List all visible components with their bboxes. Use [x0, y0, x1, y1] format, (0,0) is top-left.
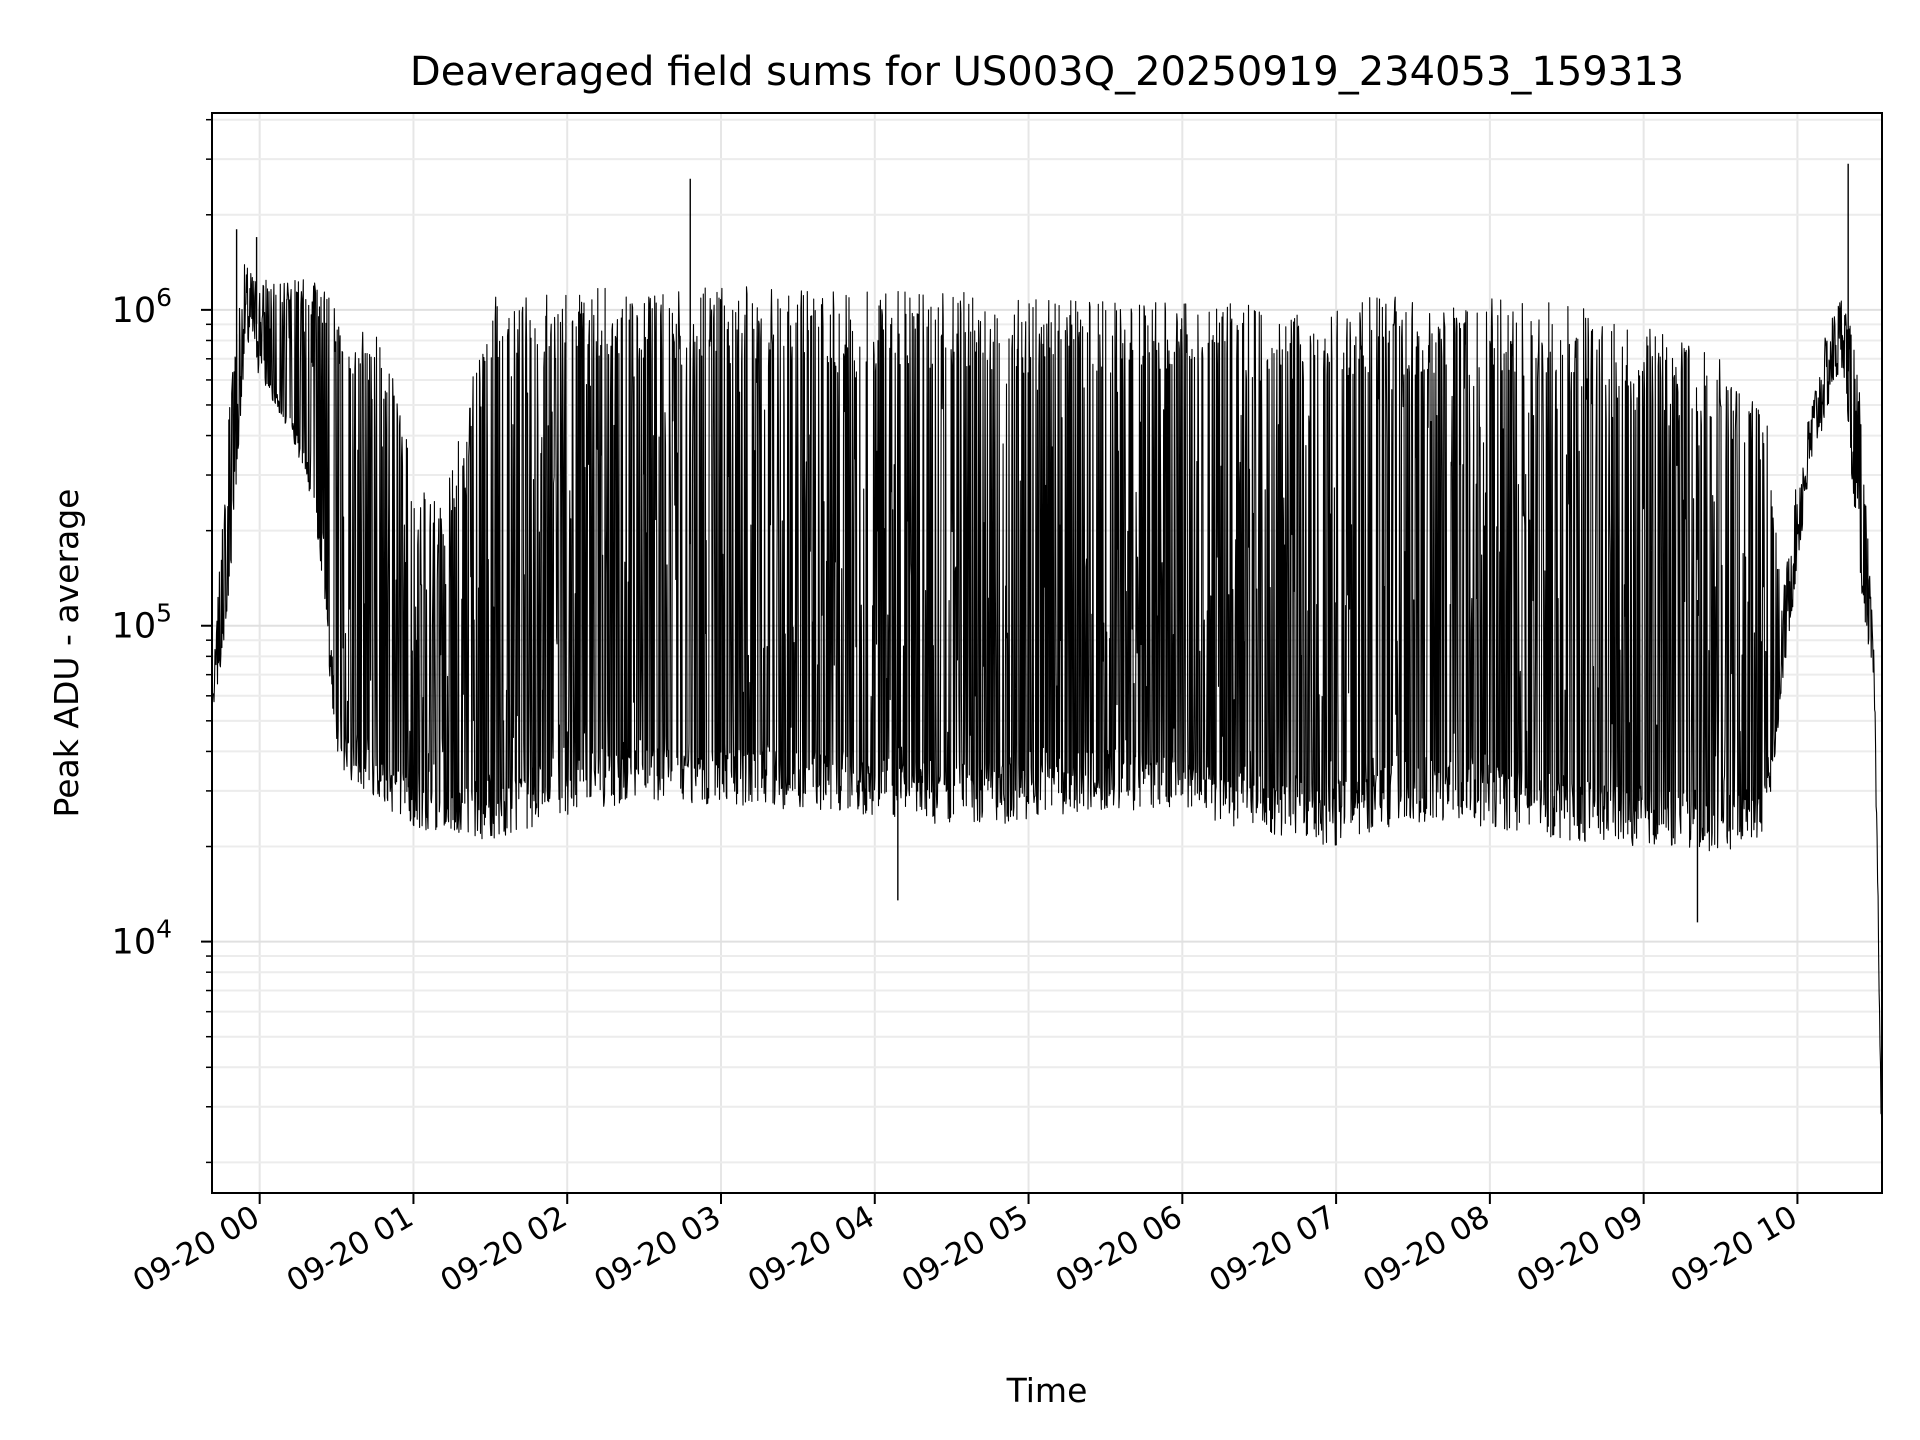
- y-tick-label-base: 10: [112, 291, 157, 331]
- y-tick-label-base: 10: [112, 923, 157, 963]
- plot-frame: [211, 112, 1883, 1194]
- x-axis-label: Time: [1006, 1371, 1088, 1410]
- y-tick-label: 106: [112, 283, 172, 331]
- grid: [212, 113, 1882, 1193]
- series-line: [212, 264, 1883, 1146]
- y-axis-label: Peak ADU - average: [47, 489, 86, 818]
- y-tick-label-base: 10: [112, 607, 157, 647]
- y-tick-label-exponent: 6: [156, 283, 172, 312]
- y-tick-label: 105: [112, 599, 172, 647]
- y-tick-label-exponent: 5: [156, 599, 172, 628]
- chart-title: Deaveraged field sums for US003Q_2025091…: [410, 49, 1684, 95]
- y-tick-label-exponent: 4: [156, 915, 172, 944]
- y-tick-label: 104: [112, 915, 172, 963]
- series-layer: [212, 163, 1883, 1146]
